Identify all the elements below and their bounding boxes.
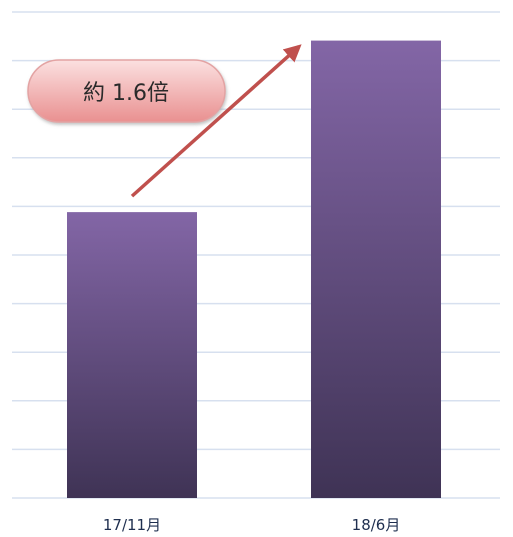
growth-arrow: [130, 44, 302, 198]
x-axis-tick-labels: 17/11月 18/6月: [103, 516, 400, 534]
ratio-callout: 約 1.6倍: [27, 59, 226, 123]
bar-2: [311, 40, 441, 499]
ratio-callout-box: [27, 59, 226, 123]
bars: [67, 40, 441, 499]
ratio-callout-text: 約 1.6倍: [83, 81, 169, 106]
bar-1: [67, 212, 197, 498]
x-tick-label: 18/6月: [352, 516, 401, 534]
x-tick-label: 17/11月: [103, 516, 161, 534]
